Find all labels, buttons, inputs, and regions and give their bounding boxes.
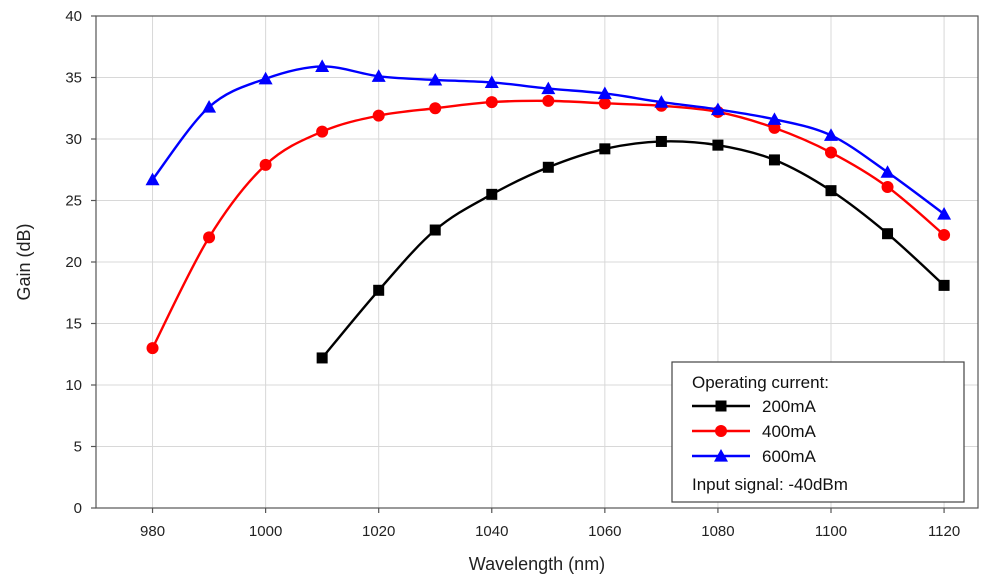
data-point-200mA xyxy=(768,154,780,166)
data-point-400mA xyxy=(316,125,329,138)
data-point-200mA xyxy=(486,188,498,200)
y-tick-label: 10 xyxy=(65,377,82,394)
x-tick-label: 1040 xyxy=(475,523,508,540)
data-point-400mA xyxy=(768,121,781,134)
legend-swatch-marker xyxy=(715,425,727,437)
data-point-400mA xyxy=(881,180,894,193)
x-tick-label: 1020 xyxy=(362,523,395,540)
axis-ticks: 980 1000 1020 1040 1060 1080 1100 1120 0 5 10 15 20 2… xyxy=(65,8,960,540)
y-tick-label: 35 xyxy=(65,70,82,87)
data-point-600mA xyxy=(710,102,725,116)
series-line-200mA xyxy=(321,140,945,359)
legend-swatch-marker xyxy=(715,400,727,412)
y-tick-label: 40 xyxy=(65,8,82,25)
data-point-200mA xyxy=(712,139,724,151)
data-point-600mA xyxy=(937,207,952,220)
data-point-400mA xyxy=(542,94,555,107)
data-point-400mA xyxy=(259,158,272,171)
legend-entry: 400mA xyxy=(692,422,817,441)
data-point-400mA xyxy=(146,342,159,355)
x-tick-label: 1080 xyxy=(701,523,734,540)
data-point-200mA xyxy=(655,135,667,147)
legend: Operating current: 200mA 400mA 600mA Input… xyxy=(671,361,965,503)
legend-entries: 200mA 400mA 600mA xyxy=(692,397,817,466)
data-point-200mA xyxy=(825,185,837,197)
data-point-600mA xyxy=(484,75,499,89)
series-layer xyxy=(145,59,952,364)
legend-footer: Input signal: -40dBm xyxy=(692,475,848,494)
x-tick-label: 1100 xyxy=(815,523,847,540)
x-tick-label: 980 xyxy=(140,523,165,540)
y-tick-label: 0 xyxy=(74,500,82,517)
series-200mA xyxy=(316,135,950,364)
data-point-400mA xyxy=(372,109,385,122)
y-axis-title: Gain (dB) xyxy=(14,223,34,300)
data-point-200mA xyxy=(599,143,611,155)
data-point-600mA xyxy=(371,69,386,82)
data-point-600mA xyxy=(258,71,273,85)
legend-entry: 200mA xyxy=(692,397,817,416)
y-tick-label: 25 xyxy=(65,193,82,210)
data-point-400mA xyxy=(429,102,442,115)
data-point-600mA xyxy=(541,81,556,95)
legend-header: Operating current: xyxy=(692,373,829,392)
data-point-200mA xyxy=(373,284,385,296)
data-point-600mA xyxy=(824,128,838,141)
data-point-200mA xyxy=(938,279,950,291)
x-tick-label: 1000 xyxy=(249,523,282,540)
data-point-600mA xyxy=(654,95,669,108)
y-tick-label: 15 xyxy=(65,316,82,333)
legend-label: 200mA xyxy=(762,397,817,416)
data-point-600mA xyxy=(428,72,443,86)
data-point-400mA xyxy=(485,96,498,109)
data-point-200mA xyxy=(882,228,894,240)
data-point-600mA xyxy=(315,59,330,73)
data-point-200mA xyxy=(429,224,441,236)
data-point-200mA xyxy=(316,352,328,364)
series-600mA xyxy=(145,59,952,220)
data-point-400mA xyxy=(203,231,216,244)
legend-entry: 600mA xyxy=(692,447,817,466)
data-point-600mA xyxy=(202,100,217,113)
data-point-400mA xyxy=(938,228,951,241)
legend-label: 600mA xyxy=(762,447,817,466)
x-axis-title: Wavelength (nm) xyxy=(469,554,605,574)
data-point-400mA xyxy=(598,97,611,110)
data-point-200mA xyxy=(542,161,554,173)
data-point-600mA xyxy=(767,112,782,125)
legend-label: 400mA xyxy=(762,422,817,441)
y-tick-label: 20 xyxy=(65,254,82,271)
x-tick-label: 1060 xyxy=(588,523,621,540)
y-tick-label: 30 xyxy=(65,131,82,148)
data-point-600mA xyxy=(145,172,160,186)
data-point-600mA xyxy=(880,165,895,178)
y-tick-label: 5 xyxy=(74,439,82,456)
legend-swatch-marker xyxy=(714,449,728,462)
x-tick-label: 1120 xyxy=(928,523,960,540)
data-point-600mA xyxy=(597,86,612,100)
data-point-400mA xyxy=(825,146,837,159)
